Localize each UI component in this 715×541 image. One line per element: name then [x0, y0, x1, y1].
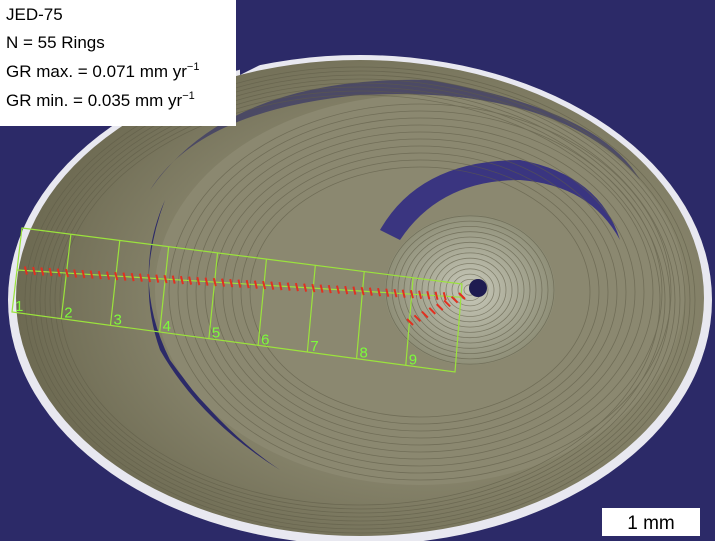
segment-label: 3: [113, 311, 121, 328]
pore: [469, 279, 487, 297]
segment-label: 4: [163, 318, 171, 335]
segment-label: 5: [212, 325, 220, 342]
scale-bar-label: 1 mm: [627, 513, 675, 534]
gr-max-text: GR max. = 0.071 mm yr: [6, 62, 187, 81]
segment-label: 1: [15, 298, 23, 315]
segment-label: 7: [310, 338, 318, 355]
growth-rate-max: GR max. = 0.071 mm yr−1: [6, 61, 199, 81]
sample-id: JED-75: [6, 5, 63, 24]
gr-max-exp: −1: [187, 61, 200, 73]
segment-label: 2: [64, 305, 72, 322]
ring-count: N = 55 Rings: [6, 33, 105, 52]
gr-min-exp: −1: [182, 90, 195, 102]
micrograph: 1 2 3 4 5 6 7 8 9 JED-75 N = 55 Rings GR max. = …: [0, 0, 715, 541]
segment-label: 8: [360, 345, 368, 362]
gr-min-text: GR min. = 0.035 mm yr: [6, 91, 183, 110]
segment-label: 9: [409, 351, 417, 368]
segment-label: 6: [261, 331, 269, 348]
growth-rate-min: GR min. = 0.035 mm yr−1: [6, 90, 195, 110]
